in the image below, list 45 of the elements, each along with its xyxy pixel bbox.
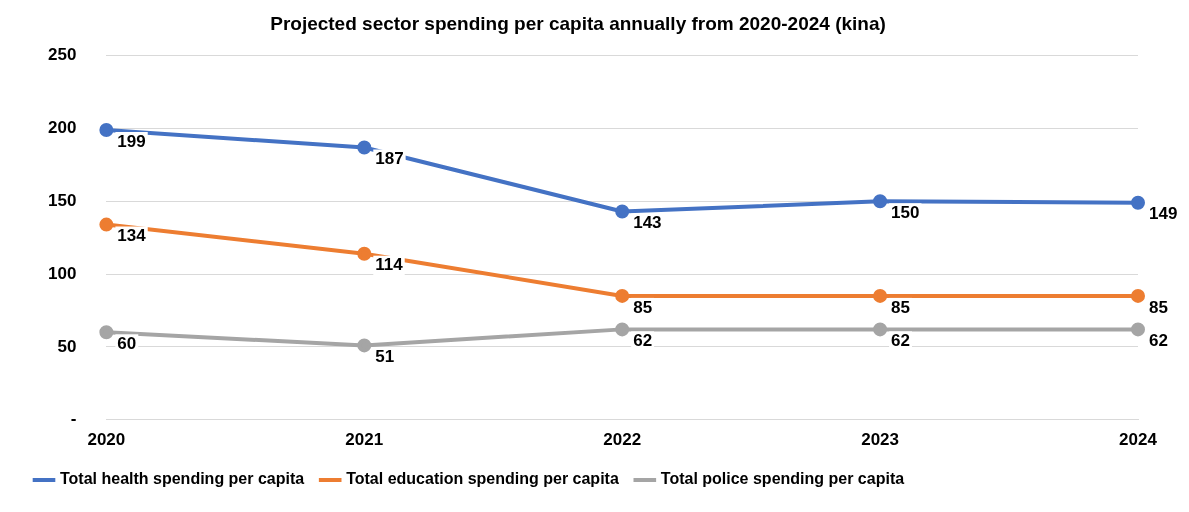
y-tick-label: 200 bbox=[47, 118, 77, 138]
y-tick-label: 150 bbox=[47, 191, 77, 211]
data-label: 85 bbox=[1149, 297, 1168, 317]
point bbox=[1131, 322, 1145, 337]
legend-label: Total education spending per capita bbox=[346, 470, 619, 488]
legend-label: Total health spending per capita bbox=[60, 470, 305, 488]
data-label: 143 bbox=[633, 213, 662, 233]
point bbox=[357, 246, 372, 261]
data-label: 150 bbox=[891, 203, 920, 223]
data-label: 62 bbox=[633, 331, 653, 351]
x-tick-label: 2022 bbox=[603, 430, 642, 450]
point bbox=[615, 204, 630, 219]
data-label: 62 bbox=[891, 331, 911, 351]
point bbox=[873, 194, 888, 209]
x-tick-label: 2024 bbox=[1119, 430, 1158, 450]
point bbox=[873, 288, 888, 303]
point bbox=[99, 123, 114, 138]
y-tick-label: 100 bbox=[47, 263, 77, 283]
data-label: 51 bbox=[375, 347, 395, 367]
x-tick-label: 2021 bbox=[345, 430, 384, 450]
x-tick-label: 2020 bbox=[87, 430, 126, 450]
point bbox=[357, 140, 372, 155]
data-label: 85 bbox=[633, 297, 653, 317]
data-label: 60 bbox=[117, 333, 137, 353]
point bbox=[1131, 288, 1145, 303]
y-tick-label: - bbox=[70, 409, 77, 429]
point bbox=[615, 322, 630, 337]
y-tick-label: 250 bbox=[47, 45, 77, 65]
legend-label: Total police spending per capita bbox=[660, 470, 905, 488]
data-label: 199 bbox=[117, 131, 146, 151]
data-label: 187 bbox=[375, 149, 404, 169]
data-label: 114 bbox=[375, 255, 404, 275]
data-label: 85 bbox=[891, 297, 911, 317]
point bbox=[615, 288, 630, 303]
point bbox=[99, 325, 114, 340]
point bbox=[1131, 195, 1145, 210]
x-tick-label: 2023 bbox=[861, 430, 900, 450]
point bbox=[357, 338, 372, 353]
data-label: 149 bbox=[1149, 204, 1178, 224]
chart-title: Projected sector spending per capita annually from 2020-2024 (kina) bbox=[270, 12, 886, 34]
point bbox=[873, 322, 888, 337]
data-label: 62 bbox=[1149, 331, 1168, 351]
data-label: 134 bbox=[117, 226, 147, 246]
y-tick-label: 50 bbox=[57, 336, 77, 356]
point bbox=[99, 217, 114, 232]
